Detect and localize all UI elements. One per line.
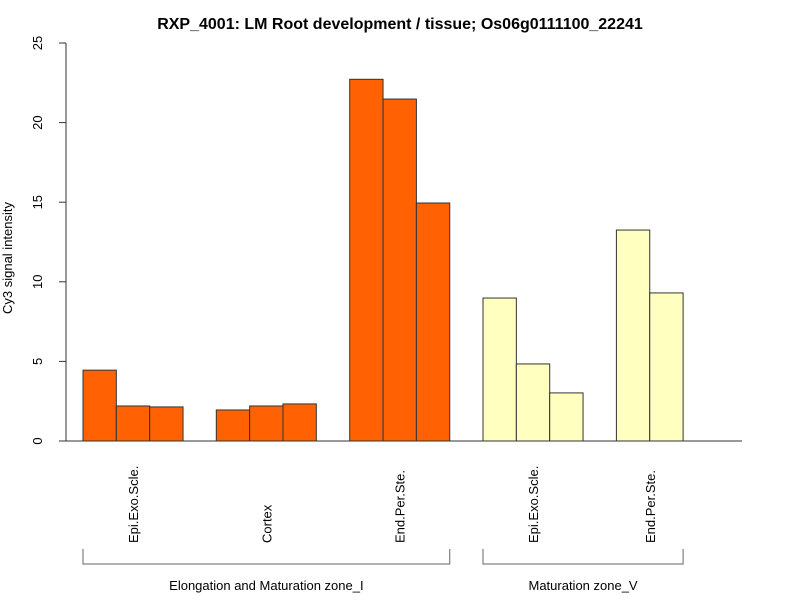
bar <box>82 369 117 442</box>
y-tick-label: 10 <box>30 275 45 289</box>
y-axis: 0 5 10 15 20 25 <box>30 36 67 445</box>
x-tick-label: Epi.Exo.Scle. <box>126 466 141 543</box>
x-tick-label: End.Per.Ste. <box>393 470 408 543</box>
bar <box>349 78 384 442</box>
zone-label: Maturation zone_V <box>528 578 637 593</box>
bar <box>415 202 451 442</box>
bar <box>215 409 251 442</box>
x-tick-label: End.Per.Ste. <box>643 470 658 543</box>
bar <box>649 292 684 442</box>
y-tick-label: 5 <box>30 358 45 365</box>
bars <box>82 78 684 442</box>
bar <box>249 405 284 442</box>
bar <box>282 403 317 442</box>
zone-label: Elongation and Maturation zone_I <box>169 578 363 593</box>
chart-title: RXP_4001: LM Root development / tissue; … <box>157 16 643 33</box>
y-tick-label: 15 <box>30 195 45 209</box>
y-tick-label: 20 <box>30 115 45 129</box>
x-tick-labels: Epi.Exo.Scle. Cortex End.Per.Ste. Epi.Exo.S… <box>126 466 658 543</box>
y-tick-label: 25 <box>30 36 45 50</box>
x-tick-label: Epi.Exo.Scle. <box>526 466 541 543</box>
bar <box>549 392 584 442</box>
y-axis-label: Cy3 signal intensity <box>0 202 15 314</box>
zone-brackets: Elongation and Maturation zone_I Maturati… <box>82 549 684 593</box>
bar <box>115 405 151 442</box>
zone-bracket <box>82 549 451 565</box>
bar <box>615 229 651 442</box>
bar <box>482 297 517 442</box>
y-tick-label: 0 <box>30 437 45 444</box>
bar <box>515 363 551 442</box>
bar <box>149 406 184 442</box>
zone-bracket <box>482 549 684 565</box>
bar <box>382 98 417 442</box>
x-tick-label: Cortex <box>259 504 274 543</box>
